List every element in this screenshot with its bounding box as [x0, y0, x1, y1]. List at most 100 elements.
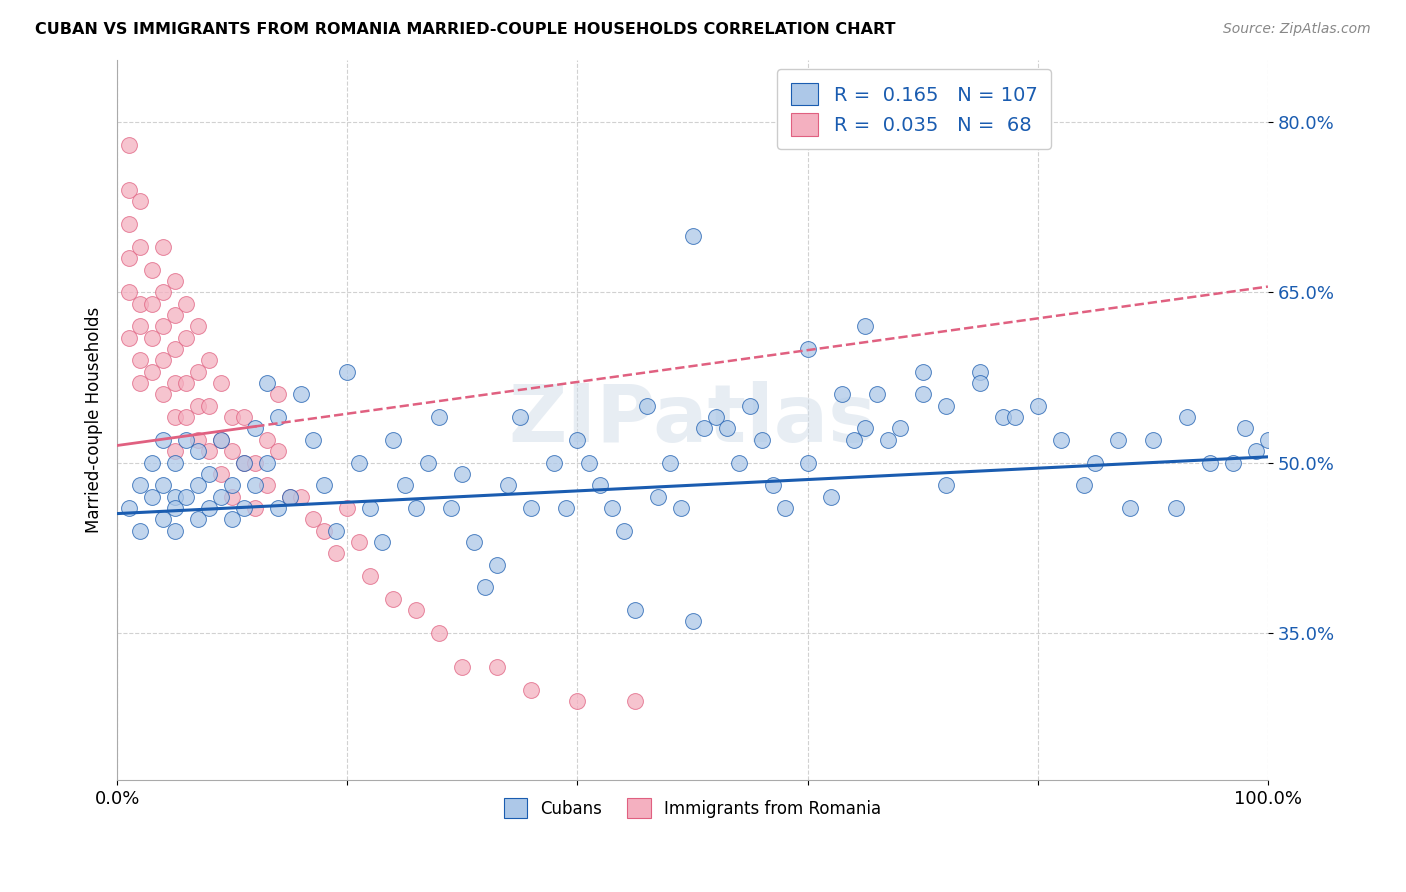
Point	[267, 500, 290, 515]
Point	[129, 319, 152, 334]
Point	[187, 433, 209, 447]
Point	[163, 274, 186, 288]
Point	[624, 694, 647, 708]
Point	[463, 535, 485, 549]
Point	[163, 524, 186, 538]
Point	[716, 421, 738, 435]
Point	[163, 376, 186, 390]
Point	[520, 500, 543, 515]
Point	[209, 376, 232, 390]
Point	[1142, 433, 1164, 447]
Point	[141, 456, 163, 470]
Point	[440, 500, 463, 515]
Point	[600, 500, 623, 515]
Point	[290, 490, 312, 504]
Point	[405, 500, 427, 515]
Point	[187, 444, 209, 458]
Point	[209, 433, 232, 447]
Point	[485, 558, 508, 572]
Point	[174, 433, 197, 447]
Text: ZIPatlas: ZIPatlas	[509, 381, 877, 459]
Point	[1004, 410, 1026, 425]
Point	[198, 444, 221, 458]
Point	[152, 387, 174, 401]
Point	[636, 399, 658, 413]
Point	[1246, 444, 1268, 458]
Point	[163, 500, 186, 515]
Point	[278, 490, 301, 504]
Point	[624, 603, 647, 617]
Point	[853, 319, 876, 334]
Point	[267, 387, 290, 401]
Point	[301, 433, 323, 447]
Point	[555, 500, 578, 515]
Point	[141, 262, 163, 277]
Point	[152, 285, 174, 300]
Y-axis label: Married-couple Households: Married-couple Households	[86, 307, 103, 533]
Point	[187, 319, 209, 334]
Point	[498, 478, 520, 492]
Point	[129, 478, 152, 492]
Point	[693, 421, 716, 435]
Point	[727, 456, 749, 470]
Point	[209, 490, 232, 504]
Point	[567, 694, 589, 708]
Point	[221, 444, 243, 458]
Point	[416, 456, 439, 470]
Point	[163, 444, 186, 458]
Point	[152, 240, 174, 254]
Point	[163, 490, 186, 504]
Point	[842, 433, 865, 447]
Point	[198, 467, 221, 481]
Point	[1222, 456, 1244, 470]
Point	[969, 376, 991, 390]
Point	[796, 456, 818, 470]
Point	[1164, 500, 1187, 515]
Point	[405, 603, 427, 617]
Point	[935, 478, 957, 492]
Point	[738, 399, 761, 413]
Point	[232, 456, 254, 470]
Point	[129, 376, 152, 390]
Point	[1084, 456, 1107, 470]
Point	[474, 580, 496, 594]
Point	[394, 478, 416, 492]
Point	[163, 410, 186, 425]
Point	[371, 535, 394, 549]
Point	[578, 456, 600, 470]
Point	[751, 433, 773, 447]
Point	[245, 500, 267, 515]
Point	[1199, 456, 1222, 470]
Point	[174, 410, 197, 425]
Point	[198, 399, 221, 413]
Point	[163, 456, 186, 470]
Point	[359, 500, 381, 515]
Point	[382, 433, 405, 447]
Point	[1026, 399, 1049, 413]
Point	[187, 399, 209, 413]
Point	[889, 421, 911, 435]
Point	[1073, 478, 1095, 492]
Point	[245, 456, 267, 470]
Point	[336, 365, 359, 379]
Point	[129, 524, 152, 538]
Point	[163, 342, 186, 356]
Legend: Cubans, Immigrants from Romania: Cubans, Immigrants from Romania	[495, 790, 890, 826]
Point	[256, 433, 278, 447]
Point	[141, 296, 163, 310]
Point	[567, 433, 589, 447]
Point	[118, 251, 141, 265]
Point	[118, 137, 141, 152]
Point	[1233, 421, 1256, 435]
Point	[232, 500, 254, 515]
Point	[209, 467, 232, 481]
Text: CUBAN VS IMMIGRANTS FROM ROMANIA MARRIED-COUPLE HOUSEHOLDS CORRELATION CHART: CUBAN VS IMMIGRANTS FROM ROMANIA MARRIED…	[35, 22, 896, 37]
Point	[221, 478, 243, 492]
Point	[866, 387, 889, 401]
Point	[853, 421, 876, 435]
Point	[118, 183, 141, 197]
Point	[141, 331, 163, 345]
Point	[198, 500, 221, 515]
Point	[359, 569, 381, 583]
Point	[969, 365, 991, 379]
